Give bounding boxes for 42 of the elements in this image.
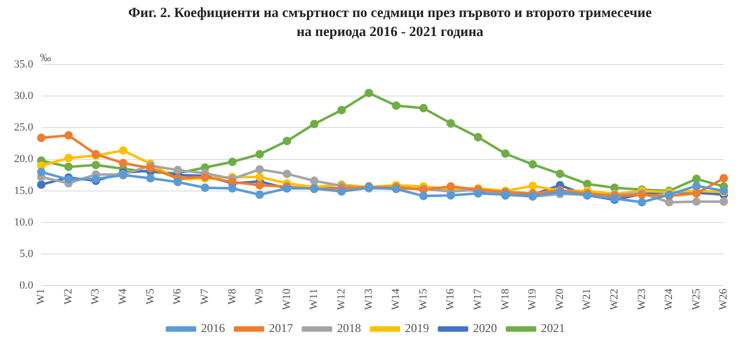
x-tick-label: W10 — [280, 288, 293, 310]
y-axis-title: ‰ — [40, 52, 51, 64]
y-tick-label: 10.0 — [14, 216, 34, 228]
x-tick-label: W5 — [144, 288, 156, 305]
legend-label: 2018 — [337, 321, 361, 336]
x-tick-label: W20 — [554, 288, 566, 310]
legend-label: 2020 — [473, 321, 497, 336]
x-tick-label: W17 — [472, 288, 484, 310]
x-tick-label: W23 — [636, 288, 648, 310]
x-tick-label: W12 — [335, 288, 348, 310]
x-tick-label: W3 — [90, 288, 102, 305]
x-tick-label: W8 — [226, 288, 238, 305]
y-tick-label: 30.0 — [14, 90, 34, 102]
x-tick-label: W1 — [35, 288, 48, 305]
x-tick-label: W7 — [198, 288, 211, 305]
y-tick-label: 25.0 — [14, 122, 34, 134]
y-tick-label: 35.0 — [14, 58, 34, 70]
legend-label: 2021 — [541, 321, 565, 336]
y-tick-label: 20.0 — [14, 153, 34, 166]
legend-label: 2017 — [269, 321, 293, 336]
x-tick-label: W11 — [308, 288, 320, 310]
y-tick-label: 15.0 — [14, 184, 34, 197]
y-tick-label: 5.0 — [20, 248, 34, 260]
x-tick-label: W6 — [172, 288, 184, 305]
x-tick-label: W16 — [444, 288, 457, 310]
x-tick-label: W14 — [390, 288, 402, 310]
x-tick-label: W4 — [117, 288, 130, 305]
x-tick-label: W13 — [362, 288, 375, 310]
x-tick-label: W25 — [690, 288, 702, 310]
x-tick-label: W21 — [581, 288, 594, 310]
y-tick-label: 0.0 — [20, 280, 34, 292]
x-tick-label: W2 — [62, 288, 74, 305]
x-tick-label: W15 — [417, 288, 430, 310]
x-tick-label: W26 — [718, 288, 730, 310]
x-tick-label: W18 — [499, 288, 512, 310]
legend-label: 2019 — [405, 321, 429, 336]
x-tick-label: W9 — [254, 288, 266, 305]
x-tick-label: W19 — [526, 288, 539, 310]
legend-label: 2016 — [201, 321, 225, 336]
x-tick-label: W22 — [608, 288, 620, 310]
x-tick-label: W24 — [663, 288, 676, 310]
chart-title: Фиг. 2. Коефициенти на смъртност по седмици през първото и второто тримесечие на периода 2016 - 2021 година — [127, 5, 653, 42]
